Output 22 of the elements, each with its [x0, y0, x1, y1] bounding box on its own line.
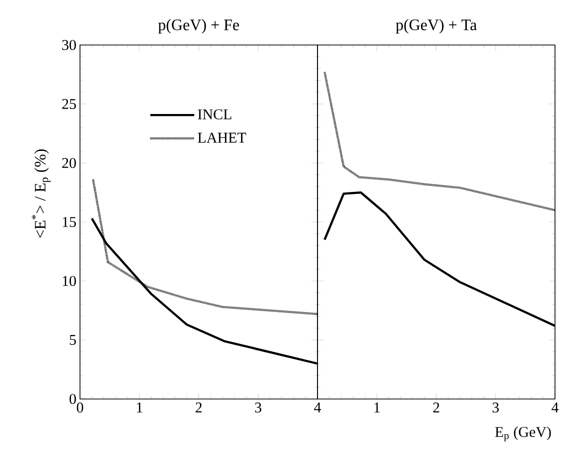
- x-tick-label: 1: [136, 402, 142, 412]
- x-tick-label: 0: [76, 402, 84, 413]
- x-tick-label: 4: [552, 402, 558, 412]
- y-tick-label: 10: [62, 276, 76, 286]
- y-tick-label: 20: [62, 158, 76, 168]
- x-tick-label: 3: [255, 402, 262, 413]
- x-tick-label: 2: [196, 402, 202, 412]
- legend-label: LAHET: [198, 132, 246, 143]
- x-tick-label: 1: [374, 402, 380, 412]
- y-tick-label: 0: [70, 394, 76, 404]
- y-axis-title: <E$^{*}$> / E$_{p}$ (%): [32, 149, 50, 238]
- y-tick-label: 15: [62, 216, 76, 227]
- y-tick-label: 5: [70, 335, 76, 345]
- chart-title: p(GeV) + Fe: [158, 19, 239, 34]
- x-tick-label: 3: [492, 402, 499, 413]
- chart-title: p(GeV) + Ta: [396, 19, 477, 34]
- y-tick-label: 25: [62, 98, 76, 109]
- x-axis-title: E$_{p}$ (GeV): [495, 426, 551, 442]
- legend-label: INCL: [198, 109, 232, 120]
- y-tick-label: 30: [62, 40, 76, 50]
- x-tick-label: 4: [314, 402, 321, 412]
- x-tick-label: 2: [433, 402, 440, 412]
